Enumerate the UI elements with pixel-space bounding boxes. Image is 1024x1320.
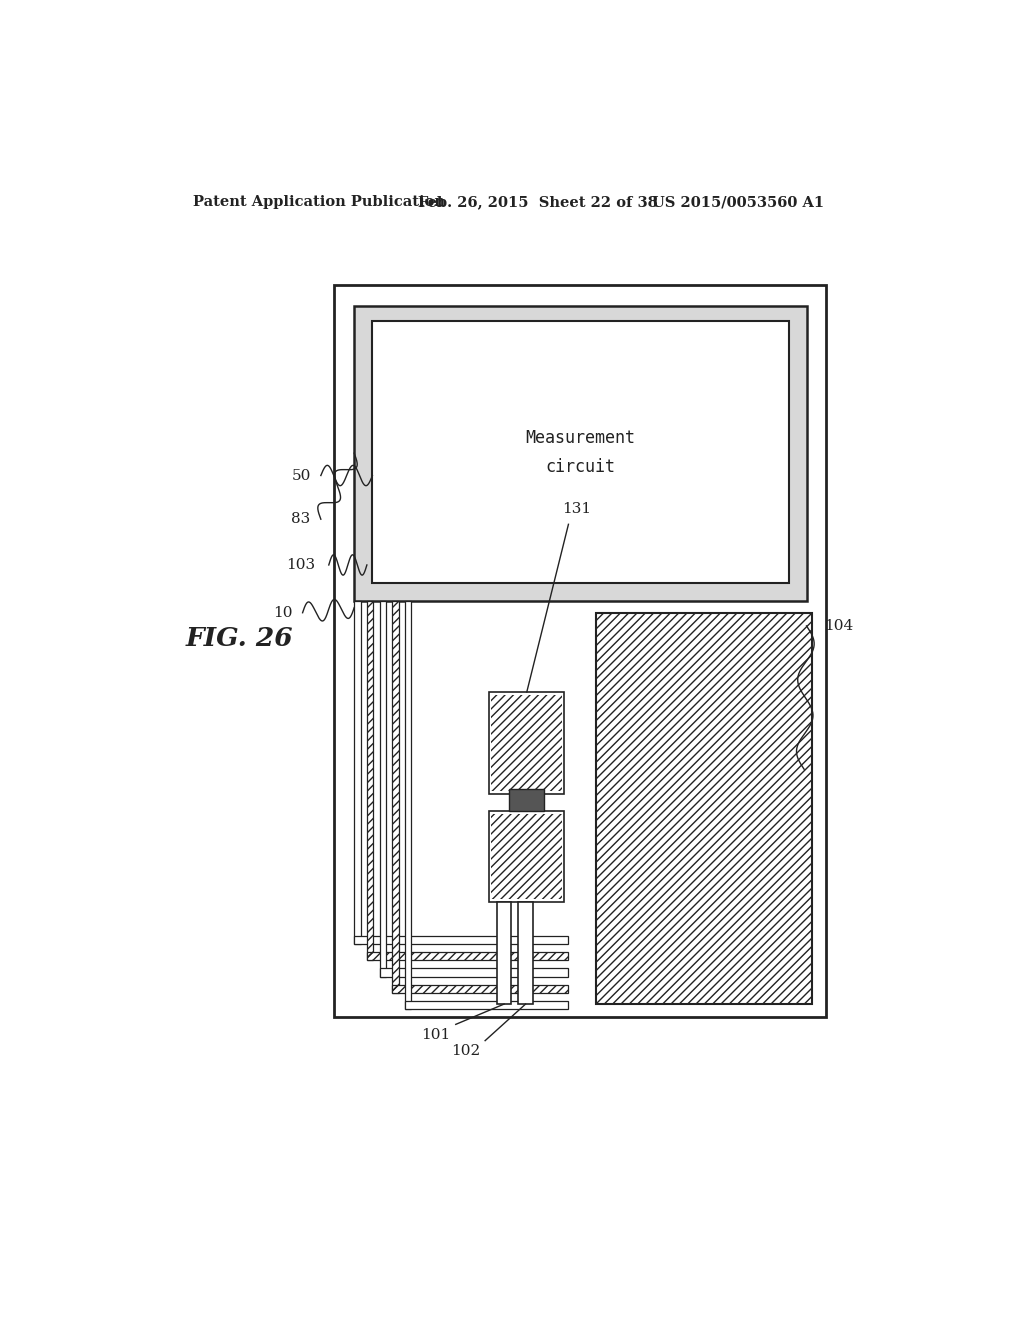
Bar [380, 969, 568, 977]
Bar [334, 285, 826, 1018]
Bar [489, 692, 564, 793]
Bar [367, 952, 568, 961]
Bar [354, 601, 360, 944]
Text: Measurement
circuit: Measurement circuit [525, 429, 636, 475]
Bar [392, 601, 398, 993]
Bar [492, 814, 562, 899]
Bar [492, 696, 562, 791]
Text: 83: 83 [292, 512, 310, 527]
Text: US 2015/0053560 A1: US 2015/0053560 A1 [652, 195, 824, 209]
Text: 131: 131 [562, 502, 591, 516]
Bar [392, 985, 568, 993]
Bar [404, 1001, 568, 1008]
Bar [367, 952, 568, 961]
Text: 103: 103 [287, 558, 315, 572]
Text: Patent Application Publication: Patent Application Publication [194, 195, 445, 209]
Bar [509, 788, 544, 810]
Text: 101: 101 [421, 1027, 451, 1041]
Text: FIG. 26: FIG. 26 [185, 626, 293, 651]
Bar [367, 601, 373, 961]
Bar [354, 306, 807, 601]
Bar [373, 321, 790, 583]
Bar [392, 601, 398, 993]
Bar [354, 936, 568, 944]
Bar [404, 601, 412, 1008]
Bar [392, 985, 568, 993]
Bar [489, 810, 564, 903]
Text: 102: 102 [451, 1044, 480, 1057]
Text: 10: 10 [273, 606, 293, 619]
Bar [497, 903, 511, 1005]
Text: 50: 50 [291, 469, 310, 483]
Bar [596, 612, 812, 1005]
Bar [367, 601, 373, 961]
Bar [380, 601, 386, 977]
Text: Feb. 26, 2015  Sheet 22 of 38: Feb. 26, 2015 Sheet 22 of 38 [418, 195, 657, 209]
Bar [596, 612, 812, 1005]
Text: 104: 104 [823, 619, 853, 634]
Bar [518, 903, 532, 1005]
